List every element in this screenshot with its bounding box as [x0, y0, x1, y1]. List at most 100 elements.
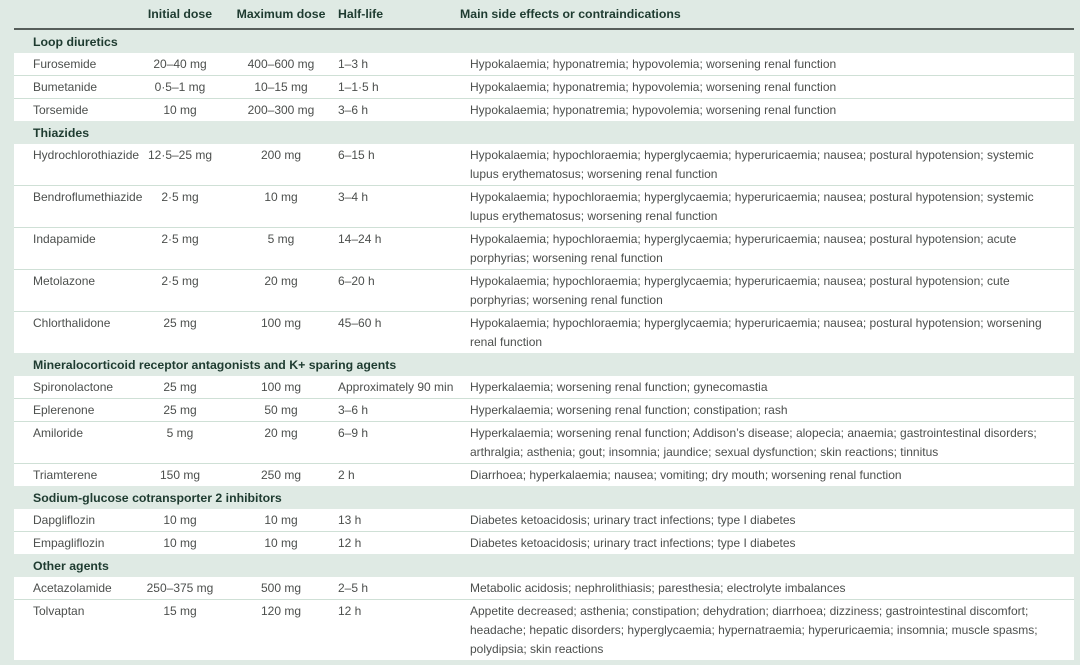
side-effects-cell: Hypokalaemia; hypochloraemia; hyperglyca… [470, 189, 1034, 223]
initial-dose-cell: 2·5 mg [161, 189, 199, 204]
half-life-cell: Approximately 90 min [338, 379, 454, 394]
section-title: Mineralocorticoid receptor antagonists a… [33, 357, 397, 372]
side-effects-cell: Hypokalaemia; hypochloraemia; hyperglyca… [470, 273, 1010, 307]
maximum-dose-cell: 200–300 mg [247, 102, 315, 117]
table-row: Empagliflozin 10 mg 10 mg 12 h Diabetes keto… [14, 531, 1074, 554]
half-life-cell: 6–15 h [338, 147, 375, 162]
initial-dose-cell: 25 mg [163, 379, 197, 394]
half-life-cell: 6–9 h [338, 425, 369, 440]
half-life-cell: 12 h [338, 603, 362, 618]
side-effects-cell: Metabolic acidosis; nephrolithiasis; par… [470, 580, 846, 595]
maximum-dose-cell: 20 mg [264, 273, 298, 288]
maximum-dose-cell: 200 mg [260, 147, 302, 162]
table-row: Acetazolamide 250–375 mg 500 mg 2–5 h Metabo… [14, 577, 1074, 599]
initial-dose-cell: 10 mg [163, 102, 197, 117]
section-header-row: Sodium-glucose cotransporter 2 inhibitor… [14, 486, 1074, 509]
side-effects-cell: Hyperkalaemia; worsening renal function;… [470, 425, 1037, 459]
table-row: Metolazone 2·5 mg 20 mg 6–20 h Hypokalaemia;… [14, 269, 1074, 311]
maximum-dose-cell: 10 mg [264, 512, 298, 527]
initial-dose-cell: 5 mg [166, 425, 194, 440]
table-row: Bendroflumethiazide 2·5 mg 10 mg 3–4 h Hypok… [14, 185, 1074, 227]
initial-dose-cell: 25 mg [163, 315, 197, 330]
half-life-cell: 2–5 h [338, 580, 369, 595]
initial-dose-cell: 10 mg [163, 535, 197, 550]
side-effects-cell: Hyperkalaemia; worsening renal function;… [470, 402, 788, 417]
drug-name-cell: Triamterene [33, 467, 98, 482]
drug-name-cell: Empagliflozin [33, 535, 105, 550]
table-row: Dapgliflozin 10 mg 10 mg 13 h Diabetes ketoa… [14, 509, 1074, 531]
maximum-dose-cell: 50 mg [264, 402, 298, 417]
initial-dose-cell: 10 mg [163, 512, 197, 527]
side-effects-cell: Hypokalaemia; hypochloraemia; hyperglyca… [470, 315, 1042, 349]
table-row: Amiloride 5 mg 20 mg 6–9 h Hyperkalaemia; wo… [14, 421, 1074, 463]
column-header: Half-life [338, 7, 384, 21]
half-life-cell: 6–20 h [338, 273, 375, 288]
maximum-dose-cell: 250 mg [260, 467, 302, 482]
section-header-row: Mineralocorticoid receptor antagonists a… [14, 353, 1074, 376]
initial-dose-cell: 150 mg [159, 467, 201, 482]
section-header-row: Loop diuretics [14, 30, 1074, 53]
drug-name-cell: Eplerenone [33, 402, 95, 417]
half-life-cell: 13 h [338, 512, 362, 527]
table-row: Torsemide 10 mg 200–300 mg 3–6 h Hypokalaemi… [14, 98, 1074, 121]
diuretics-dose-table: Initial dose Maximum dose Half-life Main si… [14, 0, 1074, 660]
initial-dose-cell: 2·5 mg [161, 231, 199, 246]
table-row: Bumetanide 0·5–1 mg 10–15 mg 1–1·5 h Hypokal… [14, 75, 1074, 98]
section-title: Loop diuretics [33, 34, 118, 49]
half-life-cell: 2 h [338, 467, 355, 482]
drug-name-cell: Tolvaptan [33, 603, 85, 618]
drug-name-cell: Dapgliflozin [33, 512, 96, 527]
maximum-dose-cell: 10 mg [264, 535, 298, 550]
section-title: Thiazides [33, 125, 90, 140]
column-header: Initial dose [147, 7, 213, 21]
half-life-cell: 1–3 h [338, 56, 369, 71]
side-effects-cell: Hypokalaemia; hyponatremia; hypovolemia;… [470, 79, 837, 94]
maximum-dose-cell: 5 mg [267, 231, 295, 246]
initial-dose-cell: 0·5–1 mg [154, 79, 206, 94]
half-life-cell: 3–6 h [338, 402, 369, 417]
side-effects-cell: Hyperkalaemia; worsening renal function;… [470, 379, 768, 394]
half-life-cell: 14–24 h [338, 231, 382, 246]
drug-name-cell: Metolazone [33, 273, 96, 288]
drug-name-cell: Amiloride [33, 425, 84, 440]
maximum-dose-cell: 10–15 mg [254, 79, 308, 94]
drug-name-cell: Furosemide [33, 56, 97, 71]
table-row: Tolvaptan 15 mg 120 mg 12 h Appetite decreas… [14, 599, 1074, 660]
table-row: Hydrochlorothiazide 12·5–25 mg 200 mg 6–15 … [14, 144, 1074, 185]
drug-name-cell: Spironolactone [33, 379, 114, 394]
initial-dose-cell: 20–40 mg [153, 56, 207, 71]
side-effects-cell: Hypokalaemia; hyponatremia; hypovolemia;… [470, 56, 837, 71]
half-life-cell: 3–6 h [338, 102, 369, 117]
table-header-row: Initial dose Maximum dose Half-life Main si… [14, 0, 1074, 30]
half-life-cell: 3–4 h [338, 189, 369, 204]
table-row: Eplerenone 25 mg 50 mg 3–6 h Hyperkalaemia; … [14, 398, 1074, 421]
side-effects-cell: Hypokalaemia; hypochloraemia; hyperglyca… [470, 147, 1034, 181]
column-header: Maximum dose [236, 7, 326, 21]
half-life-cell: 12 h [338, 535, 362, 550]
initial-dose-cell: 15 mg [163, 603, 197, 618]
drug-name-cell: Torsemide [33, 102, 89, 117]
initial-dose-cell: 2·5 mg [161, 273, 199, 288]
drug-name-cell: Indapamide [33, 231, 96, 246]
side-effects-cell: Diarrhoea; hyperkalaemia; nausea; vomiti… [470, 467, 902, 482]
side-effects-cell: Hypokalaemia; hyponatremia; hypovolemia;… [470, 102, 837, 117]
section-header-row: Thiazides [14, 121, 1074, 144]
side-effects-cell: Appetite decreased; asthenia; constipati… [470, 603, 1038, 656]
maximum-dose-cell: 400–600 mg [247, 56, 315, 71]
section-header-row: Other agents [14, 554, 1074, 577]
table-row: Triamterene 150 mg 250 mg 2 h Diarrhoea; hyp… [14, 463, 1074, 486]
drug-name-cell: Bumetanide [33, 79, 98, 94]
half-life-cell: 1–1·5 h [338, 79, 379, 94]
table-row: Spironolactone 25 mg 100 mg Approximately 9… [14, 376, 1074, 398]
half-life-cell: 45–60 h [338, 315, 382, 330]
column-header: Main side effects or contraindications [460, 7, 681, 21]
drug-name-cell: Chlorthalidone [33, 315, 111, 330]
side-effects-cell: Hypokalaemia; hypochloraemia; hyperglyca… [470, 231, 1017, 265]
table-row: Indapamide 2·5 mg 5 mg 14–24 h Hypokalaemia;… [14, 227, 1074, 269]
side-effects-cell: Diabetes ketoacidosis; urinary tract inf… [470, 535, 796, 550]
section-title: Sodium-glucose cotransporter 2 inhibitor… [33, 490, 282, 505]
drug-name-cell: Hydrochlorothiazide [33, 147, 140, 162]
drug-name-cell: Bendroflumethiazide [33, 189, 143, 204]
maximum-dose-cell: 120 mg [260, 603, 302, 618]
